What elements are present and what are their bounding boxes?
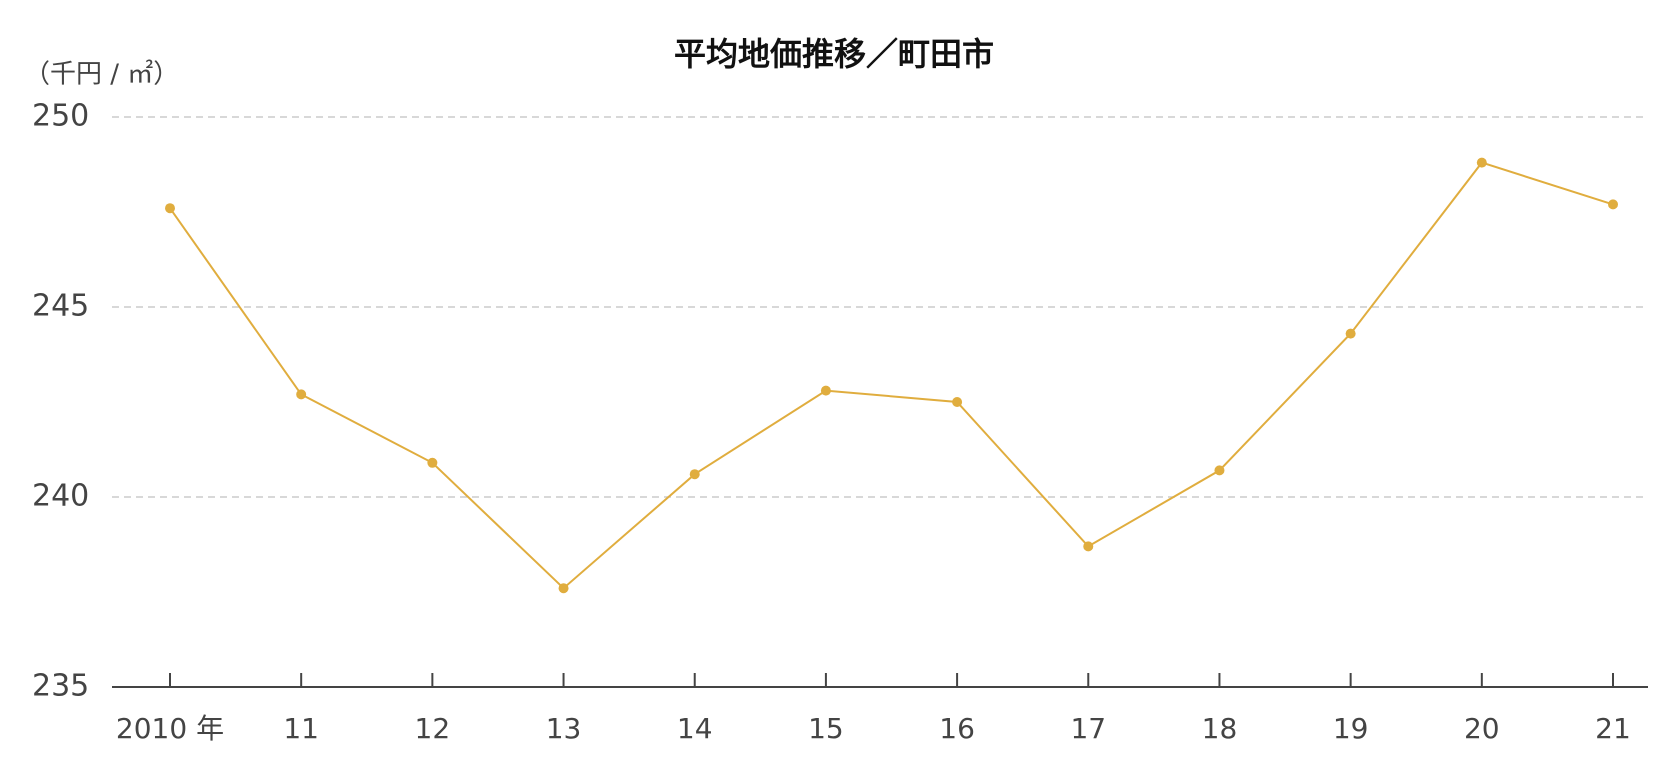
chart-title: 平均地価推移／町田市 xyxy=(674,35,994,73)
x-tick-label: 20 xyxy=(1464,712,1500,745)
x-tick-label: 17 xyxy=(1070,712,1106,745)
point xyxy=(1214,465,1225,476)
y-tick-label: 240 xyxy=(32,479,89,514)
point xyxy=(1476,157,1487,168)
x-tick-label: 14 xyxy=(677,712,713,745)
x-tick-label: 18 xyxy=(1202,712,1238,745)
y-tick-label: 235 xyxy=(32,669,89,704)
x-tick-label: 21 xyxy=(1595,712,1631,745)
x-tick-label: 16 xyxy=(939,712,975,745)
point xyxy=(1345,328,1356,339)
point xyxy=(427,457,438,468)
x-tick-label: 2010 年 xyxy=(116,712,224,745)
x-tick-label: 13 xyxy=(546,712,582,745)
x-tick-label: 12 xyxy=(415,712,451,745)
point xyxy=(820,385,831,396)
point xyxy=(558,583,569,594)
point xyxy=(1608,199,1618,210)
point xyxy=(165,203,175,214)
y-axis-label: （千円 / ㎡） xyxy=(24,60,179,90)
point xyxy=(952,397,963,407)
x-tick-label: 11 xyxy=(283,712,319,745)
point xyxy=(1083,541,1094,552)
y-tick-label: 245 xyxy=(32,289,89,324)
x-tick-label: 15 xyxy=(808,712,844,745)
line xyxy=(169,161,1614,590)
x-tick-label: 19 xyxy=(1333,712,1369,745)
point xyxy=(296,389,307,400)
point xyxy=(689,469,700,480)
y-tick-label: 250 xyxy=(32,99,89,134)
